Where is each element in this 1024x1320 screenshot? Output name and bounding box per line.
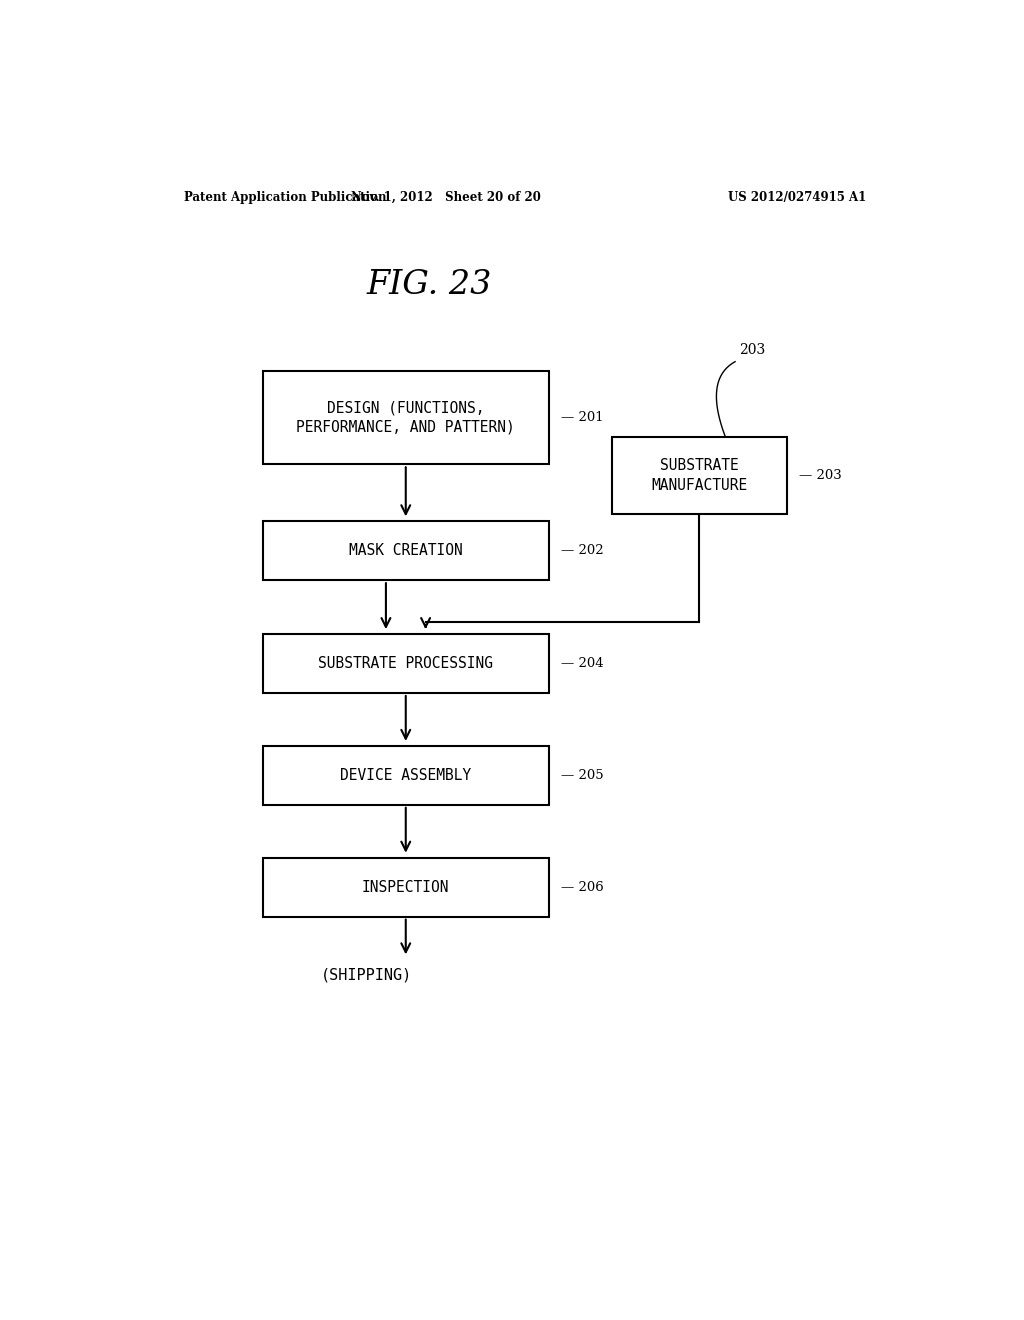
Text: US 2012/0274915 A1: US 2012/0274915 A1 [728, 190, 866, 203]
Text: — 201: — 201 [560, 411, 603, 424]
Text: INSPECTION: INSPECTION [362, 879, 450, 895]
Text: SUBSTRATE
MANUFACTURE: SUBSTRATE MANUFACTURE [651, 458, 748, 492]
Bar [263, 746, 549, 805]
Text: — 206: — 206 [560, 880, 603, 894]
Bar [263, 521, 549, 581]
Bar [612, 437, 786, 513]
Bar [263, 634, 549, 693]
Text: — 202: — 202 [560, 544, 603, 557]
Text: Patent Application Publication: Patent Application Publication [183, 190, 386, 203]
Text: SUBSTRATE PROCESSING: SUBSTRATE PROCESSING [318, 656, 494, 671]
Text: Nov. 1, 2012   Sheet 20 of 20: Nov. 1, 2012 Sheet 20 of 20 [350, 190, 541, 203]
Text: — 205: — 205 [560, 768, 603, 781]
Bar [263, 371, 549, 465]
Text: FIG. 23: FIG. 23 [367, 269, 493, 301]
Text: MASK CREATION: MASK CREATION [349, 544, 463, 558]
Text: DEVICE ASSEMBLY: DEVICE ASSEMBLY [340, 768, 471, 783]
Text: 203: 203 [739, 343, 765, 356]
Bar [263, 858, 549, 916]
Text: — 204: — 204 [560, 657, 603, 671]
Text: (SHIPPING): (SHIPPING) [321, 968, 412, 982]
Text: DESIGN (FUNCTIONS,
PERFORMANCE, AND PATTERN): DESIGN (FUNCTIONS, PERFORMANCE, AND PATT… [296, 400, 515, 436]
Text: — 203: — 203 [799, 469, 842, 482]
